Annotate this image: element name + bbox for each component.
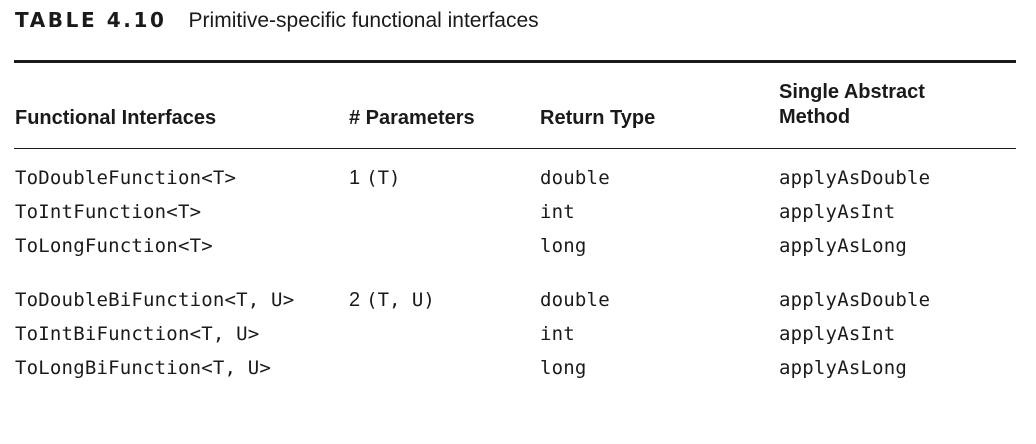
method-cell: applyAsLong (779, 357, 908, 379)
params-cell (349, 319, 355, 351)
top-rule (14, 60, 1016, 63)
table-title: Primitive-specific functional interfaces (188, 9, 539, 32)
return-type-cell: long (540, 235, 587, 257)
param-count: 1 (349, 167, 361, 189)
table-label: TABLE 4.10 (15, 8, 167, 32)
table-caption: TABLE 4.10 Primitive-specific functional… (15, 8, 539, 38)
table-row: ToIntBiFunction<T, U> int applyAsInt (0, 319, 1036, 349)
param-types: (T) (366, 167, 401, 189)
header-functional-interfaces: Functional Interfaces (15, 107, 217, 129)
interface-cell: ToDoubleBiFunction<T, U> (15, 289, 295, 311)
interface-cell: ToIntFunction<T> (15, 201, 202, 223)
params-cell (349, 197, 355, 229)
return-type-cell: int (540, 323, 575, 345)
interface-cell: ToDoubleFunction<T> (15, 167, 237, 189)
header-return-type: Return Type (540, 107, 656, 129)
interface-cell: ToLongFunction<T> (15, 235, 213, 257)
interface-cell: ToLongBiFunction<T, U> (15, 357, 272, 379)
params-cell (349, 353, 355, 385)
table-row: ToDoubleBiFunction<T, U> 2 (T, U) double … (0, 285, 1036, 315)
table-row: ToLongFunction<T> long applyAsLong (0, 231, 1036, 261)
method-cell: applyAsDouble (779, 167, 931, 189)
params-cell (349, 231, 355, 263)
return-type-cell: long (540, 357, 587, 379)
header-rule (14, 148, 1016, 149)
params-cell: 2 (T, U) (349, 285, 435, 317)
header-sam-line1: Single Abstract (779, 81, 925, 103)
param-types: (T, U) (366, 289, 435, 311)
method-cell: applyAsDouble (779, 289, 931, 311)
header-parameters: # Parameters (349, 107, 475, 129)
method-cell: applyAsInt (779, 323, 896, 345)
method-cell: applyAsLong (779, 235, 908, 257)
table-row: ToDoubleFunction<T> 1 (T) double applyAsD… (0, 163, 1036, 193)
param-count: 2 (349, 289, 361, 311)
params-cell: 1 (T) (349, 163, 400, 195)
return-type-cell: double (540, 167, 610, 189)
return-type-cell: int (540, 201, 575, 223)
interface-cell: ToIntBiFunction<T, U> (15, 323, 260, 345)
header-single-abstract-method: Single Abstract Method (779, 80, 925, 130)
table-row: ToIntFunction<T> int applyAsInt (0, 197, 1036, 227)
header-sam-line2: Method (779, 106, 851, 128)
return-type-cell: double (540, 289, 610, 311)
table-row: ToLongBiFunction<T, U> long applyAsLong (0, 353, 1036, 383)
method-cell: applyAsInt (779, 201, 896, 223)
